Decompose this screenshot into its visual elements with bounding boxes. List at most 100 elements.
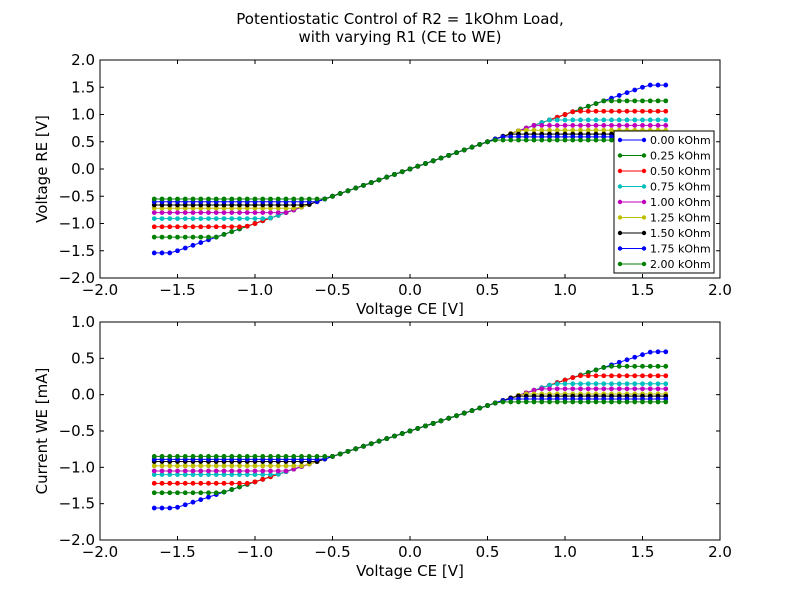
data-point — [260, 476, 266, 482]
figure-title-line2: with varying R1 (CE to WE) — [299, 28, 502, 46]
data-point — [570, 386, 576, 392]
data-point — [655, 98, 661, 104]
plot-voltage-re: −2.0 −1.5 −1.0 −0.5 0.0 0.5 1.0 1.5 2.0 −2.0 −1.5 −… — [33, 51, 732, 318]
legend-marker — [617, 246, 623, 251]
data-point — [244, 223, 250, 229]
data-point — [182, 490, 188, 496]
data-point — [485, 403, 490, 408]
data-point — [213, 234, 219, 240]
data-point — [244, 216, 250, 221]
legend-marker — [641, 199, 647, 205]
data-point — [221, 480, 227, 486]
data-point — [616, 98, 622, 104]
data-point — [190, 472, 196, 477]
data-point — [221, 216, 227, 221]
data-point — [229, 468, 235, 474]
legend-marker — [617, 261, 623, 267]
data-point — [609, 399, 614, 405]
data-point — [167, 234, 173, 240]
y-tick-label: 0.5 — [71, 133, 95, 151]
data-point — [198, 497, 204, 503]
data-point — [260, 454, 266, 459]
data-point — [632, 363, 638, 369]
data-point — [182, 196, 188, 202]
data-point — [229, 216, 235, 221]
data-point — [593, 386, 599, 392]
legend-item: 0.50 kOhm — [617, 165, 711, 178]
data-point — [151, 234, 157, 240]
data-point — [632, 123, 638, 128]
series-2-00-kohm — [151, 399, 669, 459]
data-point — [221, 489, 227, 495]
data-point — [655, 117, 661, 123]
data-point — [221, 224, 227, 230]
data-point — [663, 363, 669, 369]
data-point — [237, 210, 242, 216]
data-point — [616, 93, 622, 98]
y-tick-label: 1.0 — [71, 313, 95, 331]
data-point — [663, 373, 669, 379]
data-point — [182, 210, 188, 216]
data-point — [159, 468, 165, 474]
data-point — [167, 472, 173, 477]
data-point — [151, 210, 157, 216]
data-point — [523, 137, 529, 143]
data-point — [252, 463, 258, 469]
data-point — [562, 399, 568, 405]
data-point — [167, 250, 173, 256]
data-point — [175, 504, 180, 510]
data-point — [609, 381, 614, 387]
data-point — [647, 82, 653, 88]
data-point — [190, 242, 196, 248]
data-point — [585, 123, 591, 128]
y-tick-label: −1.5 — [59, 242, 95, 260]
data-point — [167, 454, 173, 459]
data-point — [446, 415, 452, 421]
data-point — [376, 177, 382, 183]
data-point — [554, 137, 560, 143]
data-point — [616, 363, 622, 369]
data-point — [632, 117, 638, 123]
data-point — [663, 108, 669, 114]
data-point — [229, 463, 235, 469]
data-point — [206, 224, 211, 230]
data-point — [616, 399, 622, 405]
data-point — [438, 418, 444, 424]
data-point — [640, 123, 645, 128]
data-point — [663, 98, 669, 104]
data-point — [268, 472, 273, 477]
data-point — [624, 90, 630, 96]
data-point — [190, 224, 196, 230]
data-point — [213, 472, 219, 477]
legend-marker — [617, 153, 623, 158]
x-tick-label: 1.0 — [553, 281, 577, 299]
data-point — [562, 117, 568, 123]
data-point — [454, 413, 459, 419]
data-point — [190, 234, 196, 240]
data-point — [585, 399, 591, 405]
data-point — [229, 487, 235, 492]
data-point — [407, 428, 413, 434]
data-point — [562, 112, 568, 117]
y-tick-label: 1.0 — [71, 106, 95, 124]
legend-marker — [641, 261, 647, 267]
data-point — [337, 191, 343, 196]
data-point — [190, 490, 196, 496]
data-point — [624, 117, 630, 123]
data-point — [601, 137, 607, 143]
data-point — [283, 454, 289, 459]
data-point — [601, 381, 607, 387]
data-point — [206, 454, 211, 459]
data-point — [655, 349, 661, 355]
data-point — [663, 381, 669, 387]
x-tick-label: 2.0 — [708, 543, 732, 561]
data-point — [229, 229, 235, 235]
data-point — [547, 137, 552, 143]
data-point — [237, 472, 242, 477]
data-point — [213, 210, 219, 216]
data-point — [616, 359, 622, 365]
data-point — [601, 117, 607, 123]
data-point — [182, 234, 188, 240]
legend-marker — [641, 168, 647, 174]
y-tick-label: −1.5 — [59, 495, 95, 513]
